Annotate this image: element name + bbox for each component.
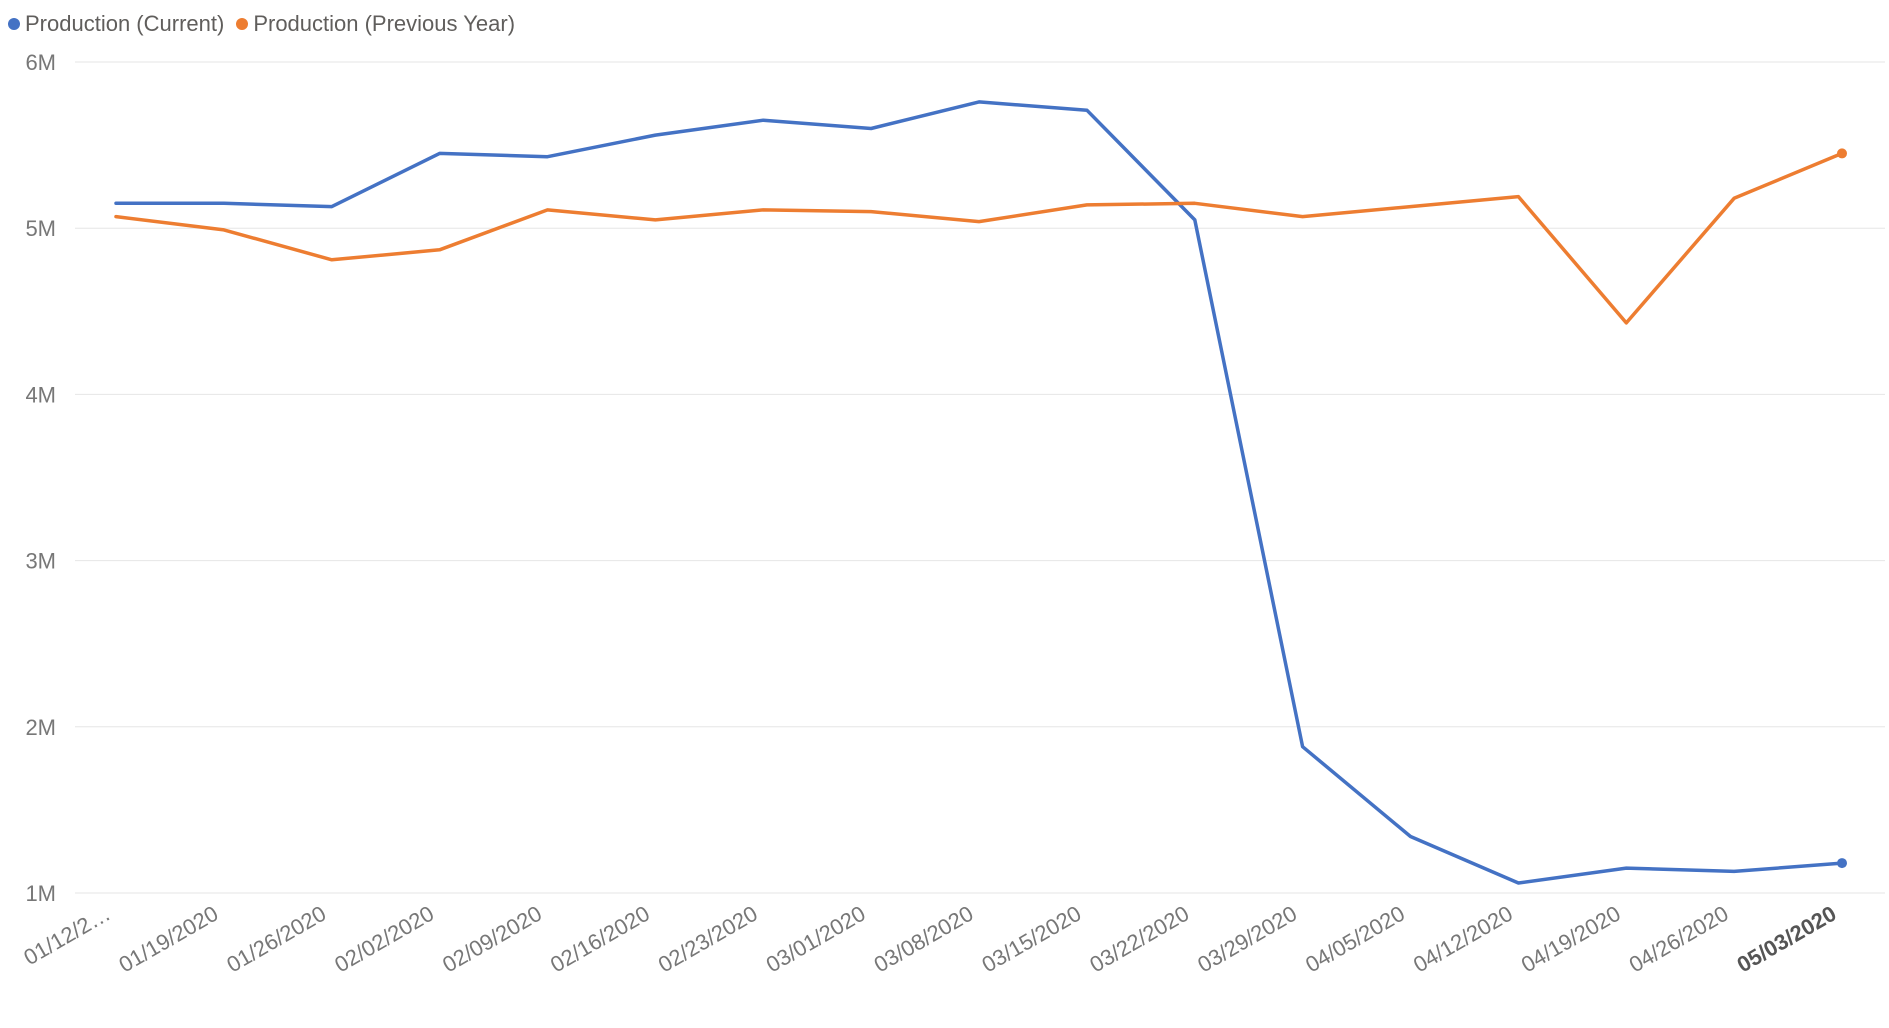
x-tick-label: 01/26/2020: [222, 901, 330, 978]
chart-legend: Production (Current) Production (Previou…: [8, 8, 515, 40]
legend-marker-current: [8, 18, 20, 30]
x-tick-label: 02/09/2020: [438, 901, 546, 978]
y-tick-label: 1M: [25, 881, 56, 906]
x-tick-label: 04/26/2020: [1625, 901, 1733, 978]
x-tick-label: 03/15/2020: [978, 901, 1086, 978]
x-tick-label: 03/22/2020: [1085, 901, 1193, 978]
series-lines: [114, 100, 1847, 885]
y-tick-label: 6M: [25, 50, 56, 75]
x-tick-label: 04/19/2020: [1517, 901, 1625, 978]
y-tick-label: 2M: [25, 715, 56, 740]
data-point[interactable]: [1837, 148, 1847, 159]
y-axis: 1M 2M 3M 4M 5M 6M: [25, 50, 56, 906]
legend-item-previous[interactable]: Production (Previous Year): [236, 11, 515, 37]
series-line-previous-year[interactable]: [114, 151, 1844, 325]
series-line-current[interactable]: [114, 100, 1844, 885]
x-tick-label: 02/02/2020: [330, 901, 438, 978]
x-tick-label: 03/01/2020: [762, 901, 870, 978]
x-tick-label: 02/16/2020: [546, 901, 654, 978]
y-tick-label: 4M: [25, 382, 56, 407]
data-point[interactable]: [1837, 858, 1847, 869]
gridlines: [75, 61, 1885, 894]
x-tick-label: 04/05/2020: [1301, 901, 1409, 978]
x-tick-label: 01/12/2…: [19, 901, 114, 970]
x-tick-label: 03/08/2020: [870, 901, 978, 978]
legend-marker-previous: [236, 18, 249, 30]
x-tick-label: 04/12/2020: [1409, 901, 1517, 978]
y-tick-label: 3M: [25, 549, 56, 574]
x-tick-label: 02/23/2020: [654, 901, 762, 978]
legend-label-current: Production (Current): [25, 11, 225, 36]
x-tick-label: 03/29/2020: [1193, 901, 1301, 978]
x-tick-label: 05/03/2020: [1733, 901, 1841, 978]
x-tick-label: 01/19/2020: [115, 901, 223, 978]
y-tick-label: 5M: [25, 216, 56, 241]
legend-label-previous: Production (Previous Year): [253, 11, 516, 36]
x-axis: 01/12/2… 01/19/2020 01/26/2020 02/02/2020 02…: [19, 901, 1840, 978]
legend-item-current[interactable]: Production (Current): [8, 11, 224, 37]
